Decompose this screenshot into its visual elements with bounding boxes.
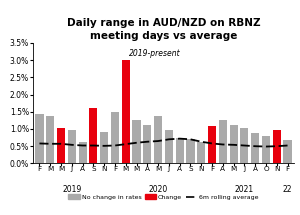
Bar — [273, 130, 281, 163]
Bar — [165, 130, 173, 163]
Bar — [154, 116, 162, 163]
Bar — [186, 139, 194, 163]
Bar — [89, 108, 98, 163]
Legend: No change in rates, Change, 6m rolling average: No change in rates, Change, 6m rolling a… — [66, 192, 261, 202]
Bar — [251, 133, 259, 163]
Text: 2021: 2021 — [235, 185, 254, 194]
Bar — [208, 126, 216, 163]
Bar — [240, 128, 248, 163]
Text: 2019: 2019 — [62, 185, 82, 194]
Bar — [100, 132, 108, 163]
Bar — [57, 128, 65, 163]
Bar — [176, 138, 184, 163]
Bar — [122, 60, 130, 163]
Text: 22: 22 — [283, 185, 292, 194]
Bar — [262, 136, 270, 163]
Bar — [284, 140, 292, 163]
Text: 2019-present: 2019-present — [129, 49, 181, 58]
Bar — [79, 142, 87, 163]
Bar — [197, 142, 205, 163]
Text: 2020: 2020 — [148, 185, 168, 194]
Bar — [133, 120, 141, 163]
Bar — [111, 112, 119, 163]
Bar — [143, 125, 152, 163]
Bar — [46, 116, 54, 163]
Bar — [68, 130, 76, 163]
Bar — [219, 120, 227, 163]
Bar — [35, 114, 44, 163]
Bar — [230, 124, 238, 163]
Title: Daily range in AUD/NZD on RBNZ
meeting days vs average: Daily range in AUD/NZD on RBNZ meeting d… — [67, 18, 260, 41]
